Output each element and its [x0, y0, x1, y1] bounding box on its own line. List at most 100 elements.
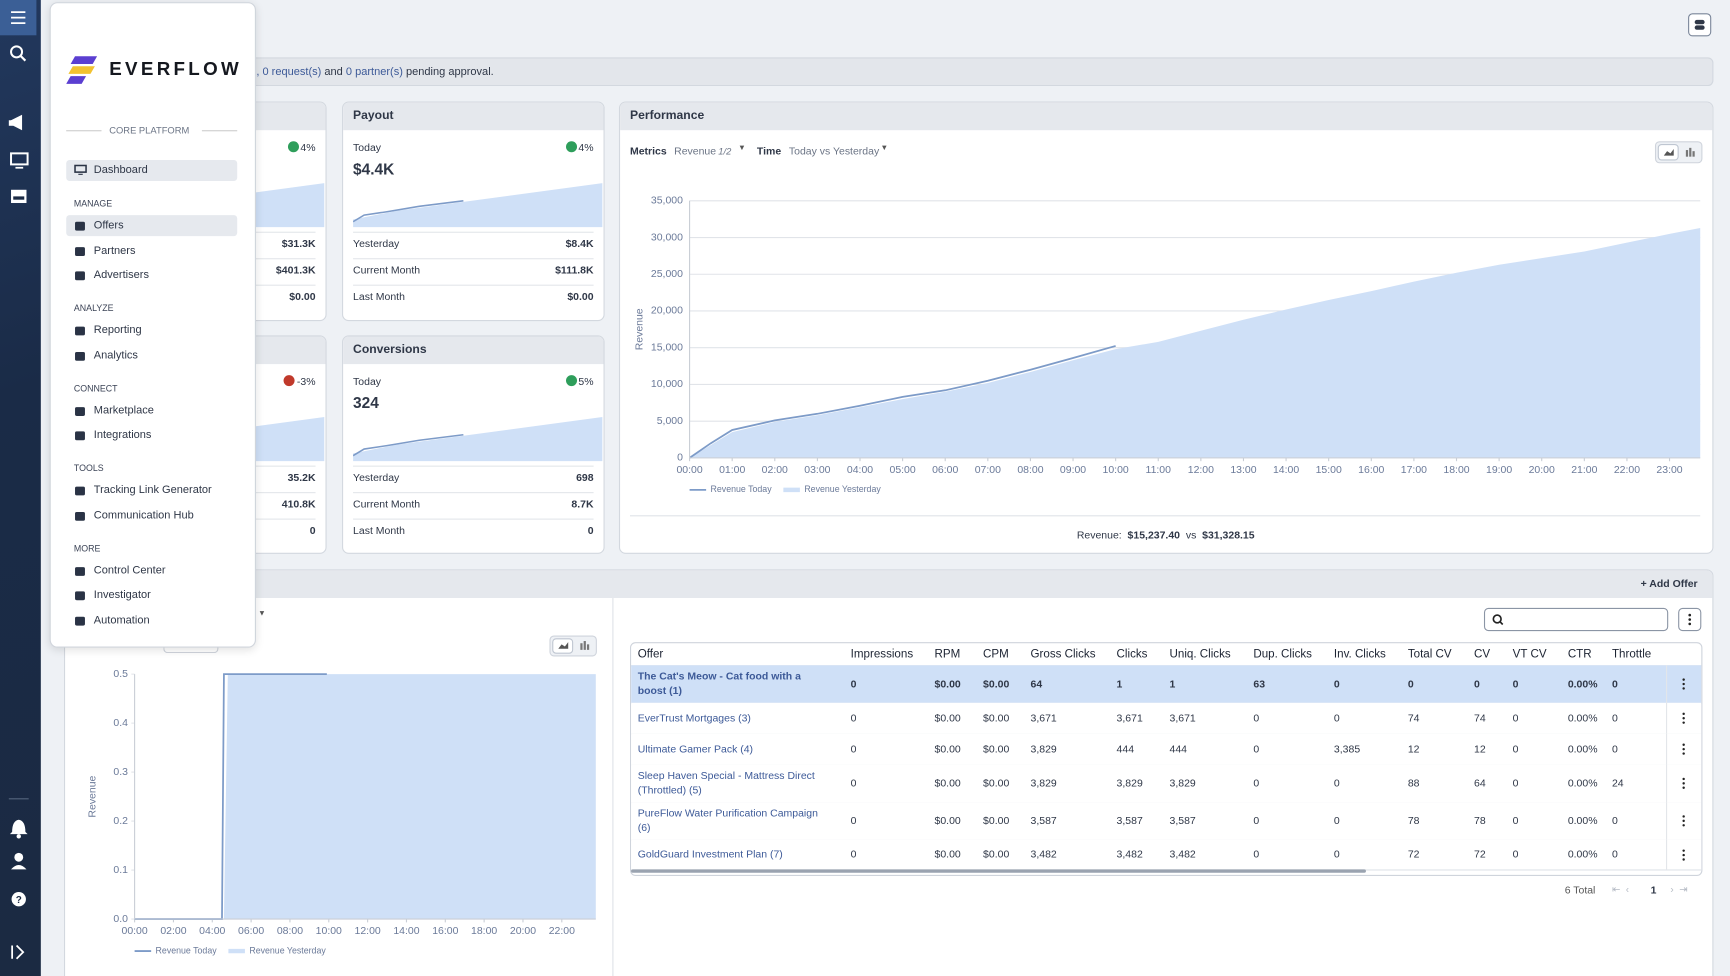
nav-menu: EVERFLOW CORE PLATFORM Dashboard MANAGE O…	[49, 2, 256, 648]
metric[interactable]: Revenue	[674, 145, 717, 158]
nav-item[interactable]: Communication Hub	[93, 509, 194, 522]
nav-item[interactable]: Control Center	[93, 564, 166, 577]
row-label: Last Month	[353, 525, 405, 538]
add-offer[interactable]: + Add Offer	[1640, 578, 1698, 591]
x-tick-label: 07:00	[975, 465, 1001, 476]
cell: $0.00	[934, 712, 961, 725]
change-icon	[566, 375, 578, 387]
offer-name[interactable]: PureFlow Water Purification Campaign (6)	[637, 807, 818, 835]
row-menu-divider	[1666, 733, 1668, 765]
cell: 444	[1169, 743, 1188, 756]
spark-area	[353, 183, 603, 228]
offer-name[interactable]: The Cat's Meow - Cat food with a boost (…	[637, 670, 801, 698]
row-label: Yesterday	[353, 238, 400, 251]
dot	[1682, 819, 1685, 823]
row-menu[interactable]	[1679, 814, 1688, 827]
row-menu[interactable]	[1679, 712, 1688, 725]
row-label: Current Month	[353, 264, 421, 277]
dot	[1682, 717, 1685, 720]
row-menu[interactable]	[1679, 743, 1688, 756]
metrics-label: Metrics	[629, 145, 667, 158]
table-row[interactable]	[631, 764, 1702, 804]
offer-name[interactable]: GoldGuard Investment Plan (7)	[637, 848, 783, 861]
nav-item[interactable]: Automation	[93, 613, 150, 627]
today-label: Today	[353, 142, 382, 155]
nav-item[interactable]: Dashboard	[93, 164, 148, 177]
cell: $0.00	[983, 677, 1010, 691]
row-menu[interactable]	[1679, 777, 1688, 790]
cell: 0	[1611, 848, 1618, 861]
section-header	[65, 570, 1713, 598]
offer-name[interactable]: Sleep Haven Special - Mattress Direct (T…	[637, 770, 815, 797]
item-icon	[75, 221, 85, 231]
x-tick-label: 01:00	[719, 465, 745, 476]
cell: 64	[1030, 677, 1043, 691]
search-box[interactable]	[1483, 607, 1669, 632]
x-tick-label: 16:00	[1358, 465, 1384, 476]
icon-shape	[75, 351, 85, 361]
cell: 1	[1169, 677, 1176, 691]
x-tick-label: 12:00	[1188, 465, 1214, 476]
row-menu-divider	[1666, 839, 1668, 870]
nav-item[interactable]: Tracking Link Generator	[93, 484, 212, 497]
today-value: 324	[353, 393, 379, 412]
y-tick-label: 0.0	[113, 914, 128, 925]
search-icon	[1492, 614, 1504, 626]
page-number[interactable]: 1	[1650, 884, 1657, 897]
cell: 0	[850, 677, 857, 691]
x-tick-label: 08:00	[1017, 465, 1043, 476]
cell: 3,482	[1030, 848, 1057, 861]
chart-toggle[interactable]	[1654, 141, 1703, 164]
nav-item[interactable]: Integrations	[93, 429, 152, 442]
logo-mark	[66, 56, 98, 84]
nav-item[interactable]: Advertisers	[93, 269, 149, 282]
cell: 0	[1512, 677, 1519, 691]
icon-shape	[75, 431, 85, 441]
offer-name[interactable]: Ultimate Gamer Pack (4)	[637, 743, 754, 756]
x-tick-label: 10:00	[316, 926, 342, 937]
area	[689, 227, 1701, 458]
more-button[interactable]	[1678, 607, 1702, 632]
cell: 3,671	[1169, 712, 1196, 725]
dot	[1682, 853, 1685, 856]
icon-shape	[75, 271, 85, 281]
approval-banner	[49, 57, 1714, 87]
nav-item[interactable]: Marketplace	[93, 404, 154, 417]
spark-line	[353, 200, 464, 223]
cell: 24	[1611, 777, 1624, 790]
chart-toggle[interactable]	[549, 635, 597, 657]
cell: 64	[1474, 777, 1486, 790]
table-row[interactable]	[631, 802, 1702, 841]
row-menu[interactable]	[1679, 848, 1688, 861]
cell: $0.00	[983, 777, 1010, 790]
icon-shape	[75, 511, 85, 521]
time[interactable]: Today vs Yesterday	[788, 145, 880, 158]
spark-area	[353, 417, 603, 462]
today-total: $15,237.40	[1127, 529, 1181, 542]
x-tick-label: 23:00	[1656, 465, 1682, 476]
table-row[interactable]	[631, 702, 1702, 735]
layout-toggle[interactable]	[1688, 13, 1712, 37]
row-value: 0	[309, 525, 316, 538]
row-menu-divider	[1666, 702, 1668, 734]
area	[134, 674, 596, 920]
row-menu[interactable]	[1679, 677, 1688, 690]
nav-item[interactable]: Offers	[93, 219, 124, 232]
cell: $0.00	[934, 777, 961, 790]
card-title: Payout	[343, 102, 604, 131]
nav-item[interactable]: Reporting	[93, 324, 142, 337]
requests-link[interactable]: 0 request(s)	[262, 66, 322, 79]
change-icon	[283, 375, 295, 387]
x-tick-label: 20:00	[1529, 465, 1555, 476]
dot	[1682, 786, 1685, 789]
cell: 3,671	[1116, 712, 1143, 725]
cell: 0	[1253, 712, 1260, 725]
partners-link[interactable]: 0 partner(s)	[345, 66, 403, 79]
nav-item[interactable]: Partners	[93, 244, 136, 257]
cell: 3,482	[1169, 848, 1196, 861]
row-value: $0.00	[289, 291, 316, 304]
nav-item[interactable]: Investigator	[93, 589, 151, 602]
offer-name[interactable]: EverTrust Mortgages (3)	[637, 712, 751, 725]
row-value: $401.3K	[275, 264, 316, 277]
nav-item[interactable]: Analytics	[93, 349, 138, 362]
